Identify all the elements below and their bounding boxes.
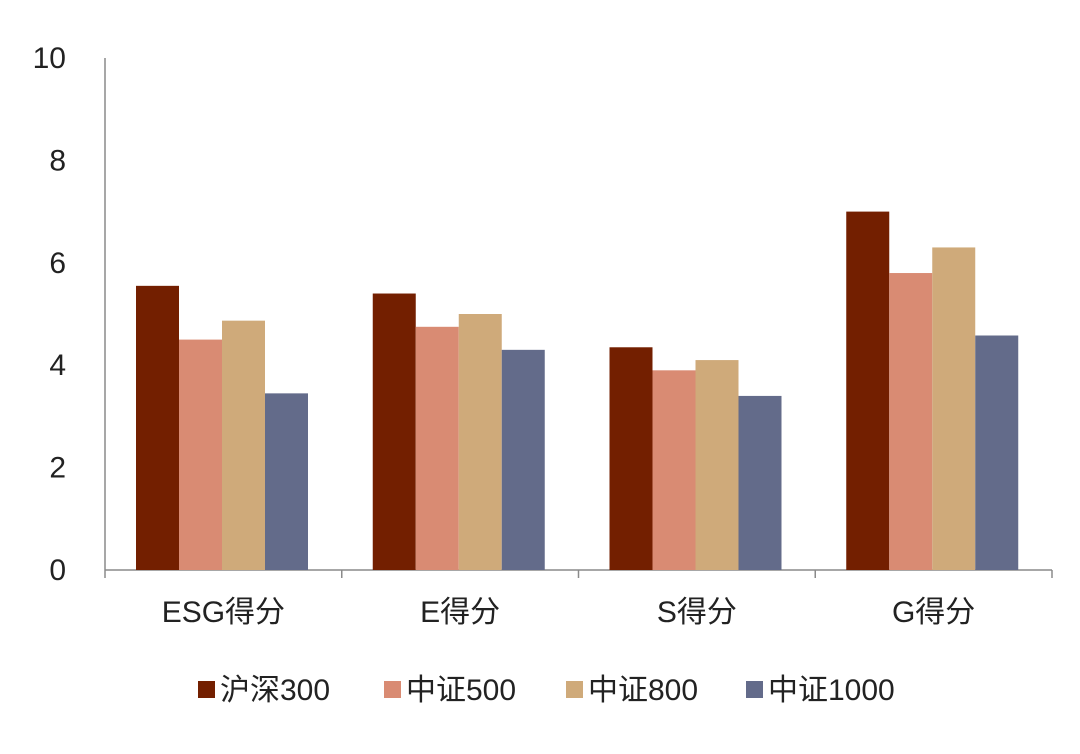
legend-item: 沪深300: [198, 674, 330, 707]
y-tick-labels: 0 2 4 6 8 10: [33, 42, 66, 587]
bar-2-3: [652, 370, 696, 570]
legend-label: 沪深300: [220, 674, 330, 707]
legend-swatch: [198, 681, 215, 698]
y-tick-label: 4: [49, 349, 66, 382]
bar-4-2: [501, 349, 545, 570]
bar-4-3: [738, 395, 782, 570]
legend-item: 中证1000: [746, 674, 895, 707]
x-ticks: [104, 570, 1053, 578]
bar-1-2: [372, 293, 416, 570]
legend-label: 中证500: [406, 674, 516, 707]
legend: 沪深300 中证500 中证800 中证1000: [198, 674, 895, 707]
bar-3-1: [222, 320, 265, 570]
bars: [136, 211, 1019, 570]
category-label: ESG得分: [162, 596, 285, 629]
legend-label: 中证1000: [768, 674, 895, 707]
legend-item: 中证800: [566, 674, 698, 707]
y-tick-label: 8: [49, 144, 66, 177]
y-tick-label: 2: [49, 452, 66, 485]
category-label: E得分: [420, 596, 500, 629]
legend-swatch: [384, 681, 401, 698]
legend-item: 中证500: [384, 674, 516, 707]
legend-swatch: [746, 681, 763, 698]
y-tick-label: 10: [33, 42, 66, 75]
legend-swatch: [566, 681, 583, 698]
bar-4-4: [975, 335, 1019, 570]
y-tick-label: 0: [49, 554, 66, 587]
bar-3-2: [458, 314, 502, 570]
y-tick-label: 6: [49, 247, 66, 280]
bar-1-4: [846, 211, 890, 570]
bar-1-1: [136, 285, 179, 570]
bar-1-3: [609, 347, 653, 570]
bar-2-4: [889, 273, 933, 570]
bar-2-1: [179, 339, 222, 570]
bar-3-4: [932, 247, 976, 570]
legend-label: 中证800: [588, 674, 698, 707]
category-labels: ESG得分 E得分 S得分 G得分: [162, 596, 976, 629]
bar-3-3: [695, 360, 739, 570]
category-label: S得分: [657, 596, 737, 629]
bar-4-1: [265, 393, 308, 570]
bar-2-2: [415, 326, 459, 570]
category-label: G得分: [892, 596, 975, 629]
